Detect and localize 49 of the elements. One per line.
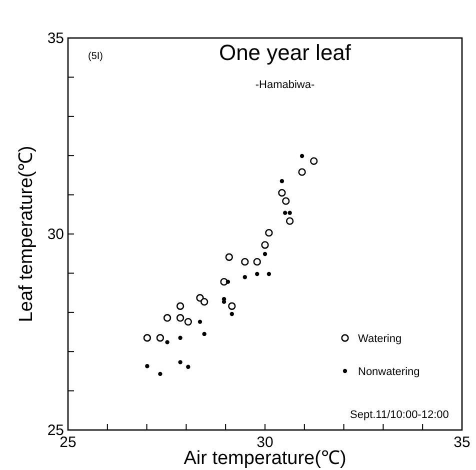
point (255, 272, 260, 276)
point (178, 360, 182, 364)
point (178, 336, 182, 340)
y-tick-label: 35 (47, 30, 64, 47)
annotation: Sept.11/10:00-12:00 (350, 409, 449, 421)
point (200, 298, 208, 306)
point (242, 275, 248, 280)
point (230, 312, 234, 316)
point (288, 210, 292, 215)
point (298, 168, 306, 176)
point (184, 318, 192, 326)
point (198, 320, 202, 324)
point (241, 258, 249, 266)
point (163, 314, 172, 322)
point (265, 228, 273, 237)
y-tick-label: 30 (47, 226, 64, 243)
y-axis-title: Leaf temperature(℃) (16, 146, 37, 322)
point (262, 252, 268, 256)
x-tick-label: 25 (60, 434, 76, 451)
point (158, 372, 162, 376)
point (143, 334, 152, 342)
point (186, 364, 190, 369)
point (282, 197, 290, 205)
point (176, 302, 184, 310)
point (228, 302, 236, 310)
point (226, 280, 230, 284)
point (278, 188, 286, 197)
x-tick-label: 35 (454, 434, 470, 451)
point (261, 241, 269, 249)
x-axis-title: Air temperature(℃) (184, 448, 346, 469)
chart-title: One year leaf (218, 40, 352, 65)
point (286, 217, 294, 225)
text: -Hamabiwa- (255, 79, 315, 91)
annotation: (5I) (88, 51, 103, 62)
point (282, 210, 288, 215)
point (156, 334, 164, 342)
point (176, 314, 184, 322)
point (280, 178, 284, 184)
point (202, 332, 206, 336)
point (266, 272, 272, 276)
legend-label: Nonwatering (358, 366, 420, 378)
point (165, 340, 170, 344)
point (300, 154, 304, 158)
legend-label: Watering (358, 333, 402, 345)
point (310, 157, 318, 165)
x-tick-label: 30 (256, 434, 274, 451)
point (225, 253, 233, 261)
point (253, 258, 261, 266)
point (145, 364, 150, 368)
